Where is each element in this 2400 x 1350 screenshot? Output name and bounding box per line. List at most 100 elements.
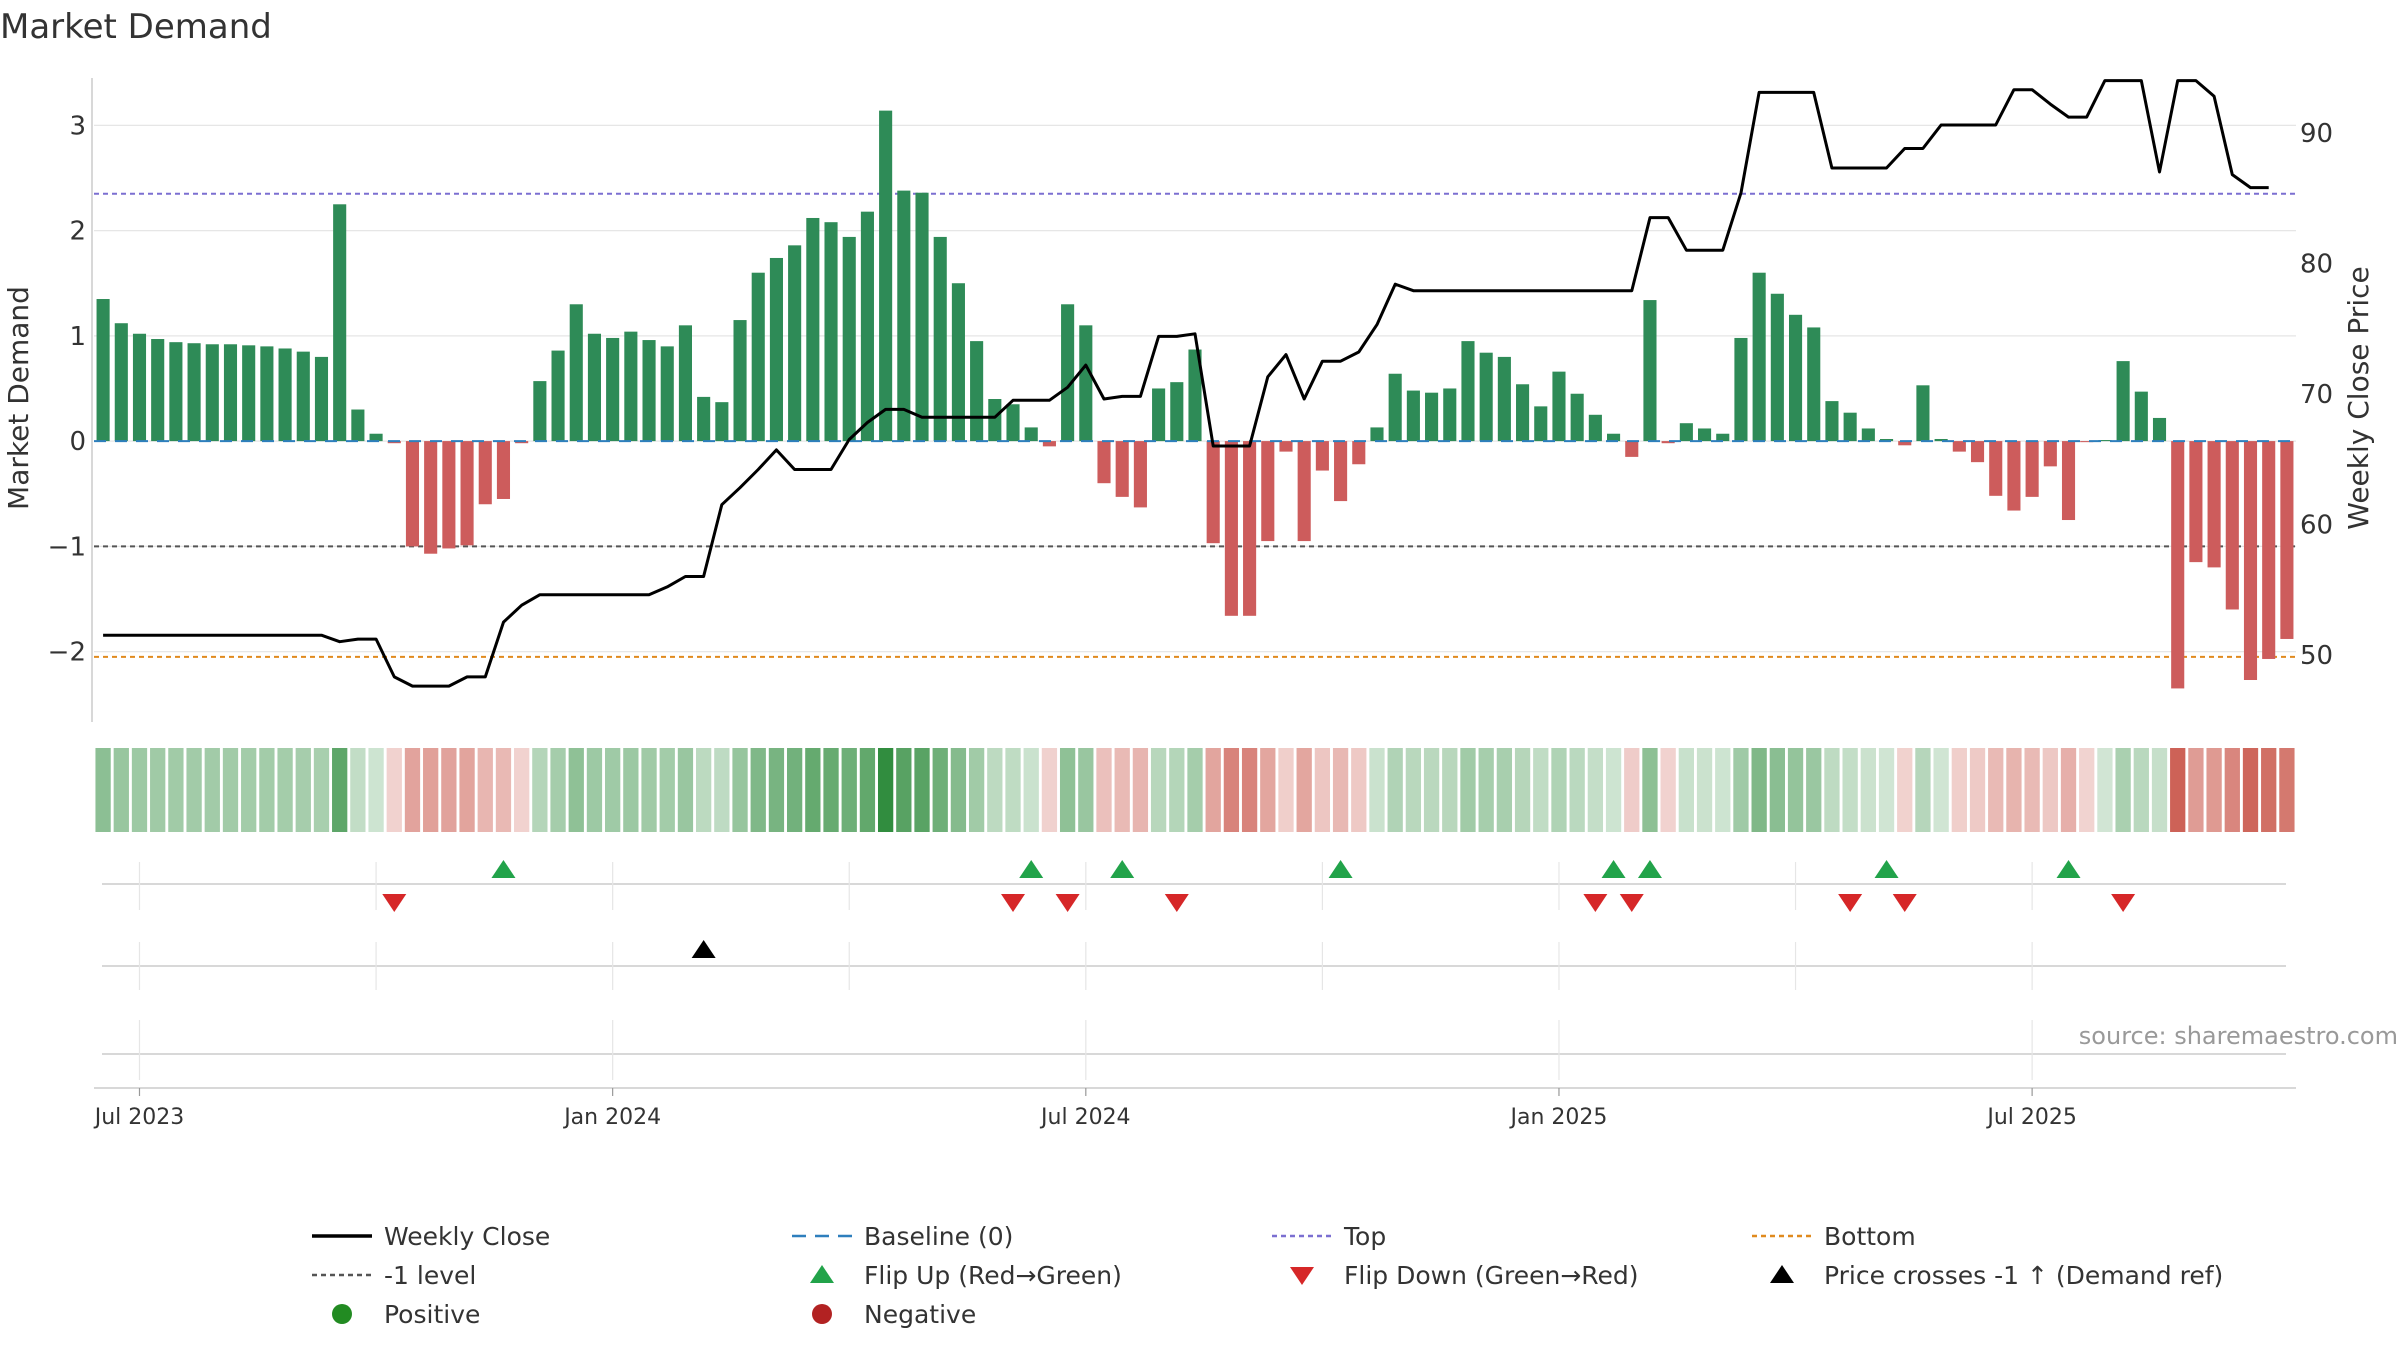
heat-cell bbox=[696, 748, 712, 832]
heat-cell bbox=[131, 748, 148, 832]
demand-bar bbox=[1152, 388, 1166, 442]
heat-cell bbox=[1751, 748, 1767, 832]
x-tick-label: Jul 2024 bbox=[1039, 1105, 1131, 1130]
heat-cell bbox=[1733, 748, 1749, 832]
heat-cell bbox=[1787, 748, 1804, 832]
heat-cell bbox=[823, 748, 839, 832]
heat-cell bbox=[1332, 748, 1349, 832]
heat-cell bbox=[423, 748, 439, 832]
legend-item: Price crosses -1 ↑ (Demand ref) bbox=[1770, 1261, 2223, 1290]
demand-bar bbox=[2280, 441, 2294, 639]
legend-swatch bbox=[810, 1265, 834, 1283]
heat-cell bbox=[1423, 748, 1440, 832]
demand-bar bbox=[296, 351, 310, 442]
heat-cell bbox=[186, 748, 202, 832]
demand-bar bbox=[405, 441, 420, 547]
heat-cell bbox=[313, 748, 330, 832]
heat-cell bbox=[1514, 748, 1531, 832]
y2-tick-label: 80 bbox=[2300, 249, 2333, 279]
heat-cell bbox=[1023, 748, 1039, 832]
demand-bar bbox=[1352, 441, 1366, 465]
demand-bar bbox=[1607, 433, 1621, 442]
heat-cell bbox=[859, 748, 876, 832]
heat-cell bbox=[2261, 748, 2277, 832]
demand-bar bbox=[1406, 390, 1420, 442]
demand-bar bbox=[897, 190, 911, 442]
heat-cell bbox=[368, 748, 384, 832]
demand-bar bbox=[169, 342, 183, 442]
demand-bar bbox=[2098, 440, 2112, 442]
demand-bar bbox=[933, 236, 947, 442]
demand-bar bbox=[1552, 371, 1566, 442]
demand-bar bbox=[1061, 304, 1075, 442]
demand-bar bbox=[132, 333, 147, 442]
heat-cell bbox=[1351, 748, 1367, 832]
heat-cell bbox=[2006, 748, 2022, 832]
legend-swatch bbox=[332, 1304, 352, 1324]
heat-cell bbox=[95, 748, 111, 832]
heat-cell bbox=[1260, 748, 1276, 832]
legend-label: Flip Down (Green→Red) bbox=[1344, 1261, 1639, 1290]
heat-cell bbox=[2024, 748, 2040, 832]
heat-cell bbox=[768, 748, 785, 832]
demand-bar bbox=[278, 348, 292, 442]
demand-bar bbox=[715, 402, 729, 442]
y-tick-label: 0 bbox=[69, 427, 86, 457]
demand-bar bbox=[1370, 427, 1384, 442]
heat-cell bbox=[1824, 748, 1840, 832]
heat-cell bbox=[1624, 748, 1640, 832]
heat-cell bbox=[2224, 748, 2240, 832]
flip-up-marker bbox=[1019, 860, 1044, 878]
demand-bar bbox=[1079, 325, 1093, 442]
demand-bar bbox=[1315, 441, 1329, 471]
heat-cell bbox=[1005, 748, 1021, 832]
heat-cell bbox=[2060, 748, 2077, 832]
flip-down-marker bbox=[1619, 894, 1644, 912]
heat-cell bbox=[1460, 748, 1476, 832]
heat-cell bbox=[1806, 748, 1822, 832]
heat-cell bbox=[1296, 748, 1312, 832]
signal-markers-panel bbox=[102, 860, 2286, 1080]
demand-bar bbox=[1788, 314, 1803, 442]
heat-cell bbox=[1150, 748, 1167, 832]
demand-bar bbox=[1625, 441, 1639, 457]
heat-cell bbox=[1314, 748, 1331, 832]
demand-bar bbox=[951, 283, 965, 442]
legend-item: Top bbox=[1272, 1222, 1386, 1251]
demand-bar bbox=[1570, 393, 1584, 442]
legend-swatch bbox=[1770, 1265, 1794, 1283]
demand-bar bbox=[1115, 441, 1129, 497]
flip-up-marker bbox=[1601, 860, 1626, 878]
demand-bar bbox=[2061, 441, 2076, 521]
demand-bar bbox=[114, 323, 128, 442]
demand-heat-strip bbox=[95, 748, 2295, 832]
heat-cell bbox=[477, 748, 493, 832]
heat-cell bbox=[1642, 748, 1658, 832]
legend-item: Flip Up (Red→Green) bbox=[810, 1261, 1122, 1290]
demand-bar bbox=[151, 339, 165, 442]
demand-bar bbox=[1279, 441, 1293, 452]
flip-up-marker bbox=[1637, 860, 1662, 878]
heat-cell bbox=[277, 748, 293, 832]
demand-bar bbox=[1243, 441, 1257, 616]
heat-cell bbox=[1114, 748, 1130, 832]
heat-cell bbox=[568, 748, 584, 832]
x-tick-label: Jan 2024 bbox=[562, 1105, 661, 1130]
demand-bar bbox=[1825, 401, 1839, 442]
heat-cell bbox=[1897, 748, 1913, 832]
heat-cell bbox=[1951, 748, 1967, 832]
y2-tick-label: 90 bbox=[2300, 119, 2333, 149]
demand-bar bbox=[2025, 441, 2039, 497]
demand-bar bbox=[1261, 441, 1275, 542]
demand-bar bbox=[96, 299, 110, 442]
heat-cell bbox=[1915, 748, 1931, 832]
demand-bar bbox=[2243, 441, 2258, 681]
demand-bar bbox=[1297, 441, 1311, 542]
heat-cell bbox=[2170, 748, 2186, 832]
heat-cell bbox=[241, 748, 257, 832]
demand-bar bbox=[1024, 427, 1038, 442]
heat-cell bbox=[1715, 748, 1731, 832]
heat-cell bbox=[750, 748, 766, 832]
demand-bar bbox=[842, 236, 856, 442]
